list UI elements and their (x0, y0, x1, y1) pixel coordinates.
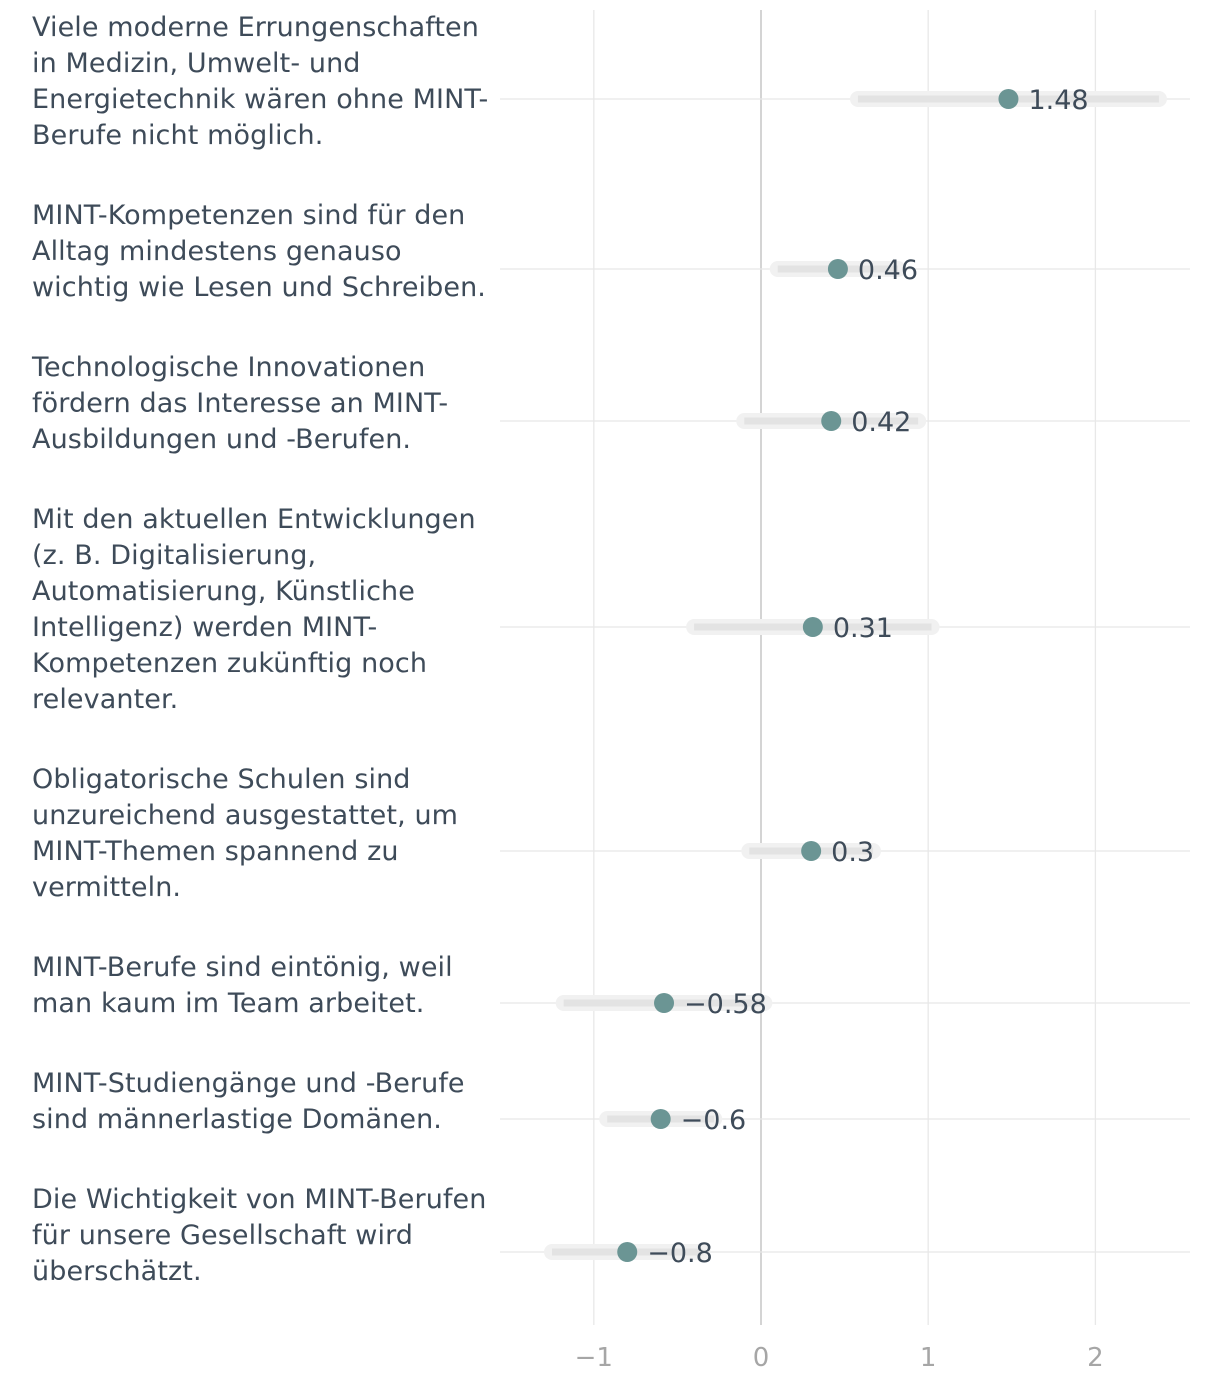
category-label: MINT-Studiengänge und -Berufe sind männe… (32, 1068, 465, 1135)
category-label: MINT-Kompetenzen sind für den Alltag min… (32, 200, 486, 303)
value-label: 0.42 (851, 407, 911, 438)
category-label: Obligatorische Schulen sind unzureichend… (32, 764, 459, 903)
value-label-layer: 1.48 0.46 0.42 0.31 0.3 −0.58 −0.6 −0.8 (647, 85, 1088, 1269)
x-axis-ticks: −1 0 1 2 (575, 1343, 1104, 1373)
data-point (998, 89, 1019, 109)
x-tick-label: 2 (1087, 1343, 1104, 1373)
data-point (802, 617, 823, 637)
data-point (617, 1242, 638, 1262)
x-tick-label: −1 (575, 1343, 613, 1373)
value-label: −0.8 (647, 1238, 713, 1269)
category-label: Technologische Innovationen fördern das … (32, 352, 449, 455)
value-label: 0.31 (833, 613, 893, 644)
value-label: 1.48 (1028, 85, 1088, 116)
data-point (827, 259, 848, 279)
data-point (821, 411, 842, 431)
category-label: MINT-Berufe sind eintönig, weil man kaum… (32, 952, 453, 1019)
data-point (801, 841, 822, 861)
interval-layer (544, 91, 1167, 1260)
grid-layer (500, 10, 1190, 1325)
x-tick-label: 1 (920, 1343, 937, 1373)
x-tick-label: 0 (753, 1343, 770, 1373)
value-label: 0.3 (831, 837, 874, 868)
category-label: Die Wichtigkeit von MINT-Berufen für uns… (32, 1184, 487, 1287)
data-point (650, 1109, 671, 1129)
category-label: Mit den aktuellen Entwicklungen (z. B. D… (32, 504, 476, 715)
data-point (654, 993, 675, 1013)
value-label: 0.46 (858, 255, 918, 286)
point-layer (617, 89, 1019, 1262)
category-label: Viele moderne Errungenschaften in Medizi… (32, 12, 489, 151)
value-label: −0.6 (681, 1105, 747, 1136)
value-label: −0.58 (684, 989, 767, 1020)
